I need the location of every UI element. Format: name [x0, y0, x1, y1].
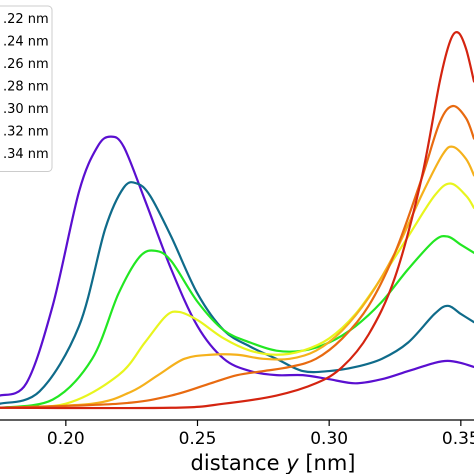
x-axis-title: distance y [nm] — [191, 451, 356, 474]
series-line-2 — [0, 234, 474, 409]
x-tick-label: 0.30 — [310, 429, 348, 449]
x-tick-label: 0.20 — [47, 429, 85, 449]
series-line-4 — [0, 145, 474, 409]
legend-label: .32 nm — [3, 125, 49, 140]
x-tick-label: 0.25 — [179, 429, 217, 449]
series-line-6 — [0, 31, 474, 410]
series-line-0 — [0, 135, 474, 397]
legend-label: .28 nm — [3, 80, 49, 95]
legend-label: .34 nm — [3, 147, 49, 162]
series-line-3 — [0, 182, 474, 409]
series-line-1 — [0, 181, 474, 405]
legend: .22 nm .24 nm .26 nm .28 nm .30 nm .32 nm .34 … — [0, 5, 53, 172]
legend-label: .26 nm — [3, 57, 49, 72]
x-tick-label: 0.35 — [442, 429, 474, 449]
legend-label: .22 nm — [3, 12, 49, 27]
plot-lines — [0, 31, 474, 410]
series-line-5 — [0, 104, 474, 409]
legend-label: .24 nm — [3, 35, 49, 50]
legend-label: .30 nm — [3, 102, 49, 117]
legend-box — [0, 5, 53, 172]
x-axis-ticks: 0.20 0.25 0.30 0.35 — [47, 420, 474, 449]
